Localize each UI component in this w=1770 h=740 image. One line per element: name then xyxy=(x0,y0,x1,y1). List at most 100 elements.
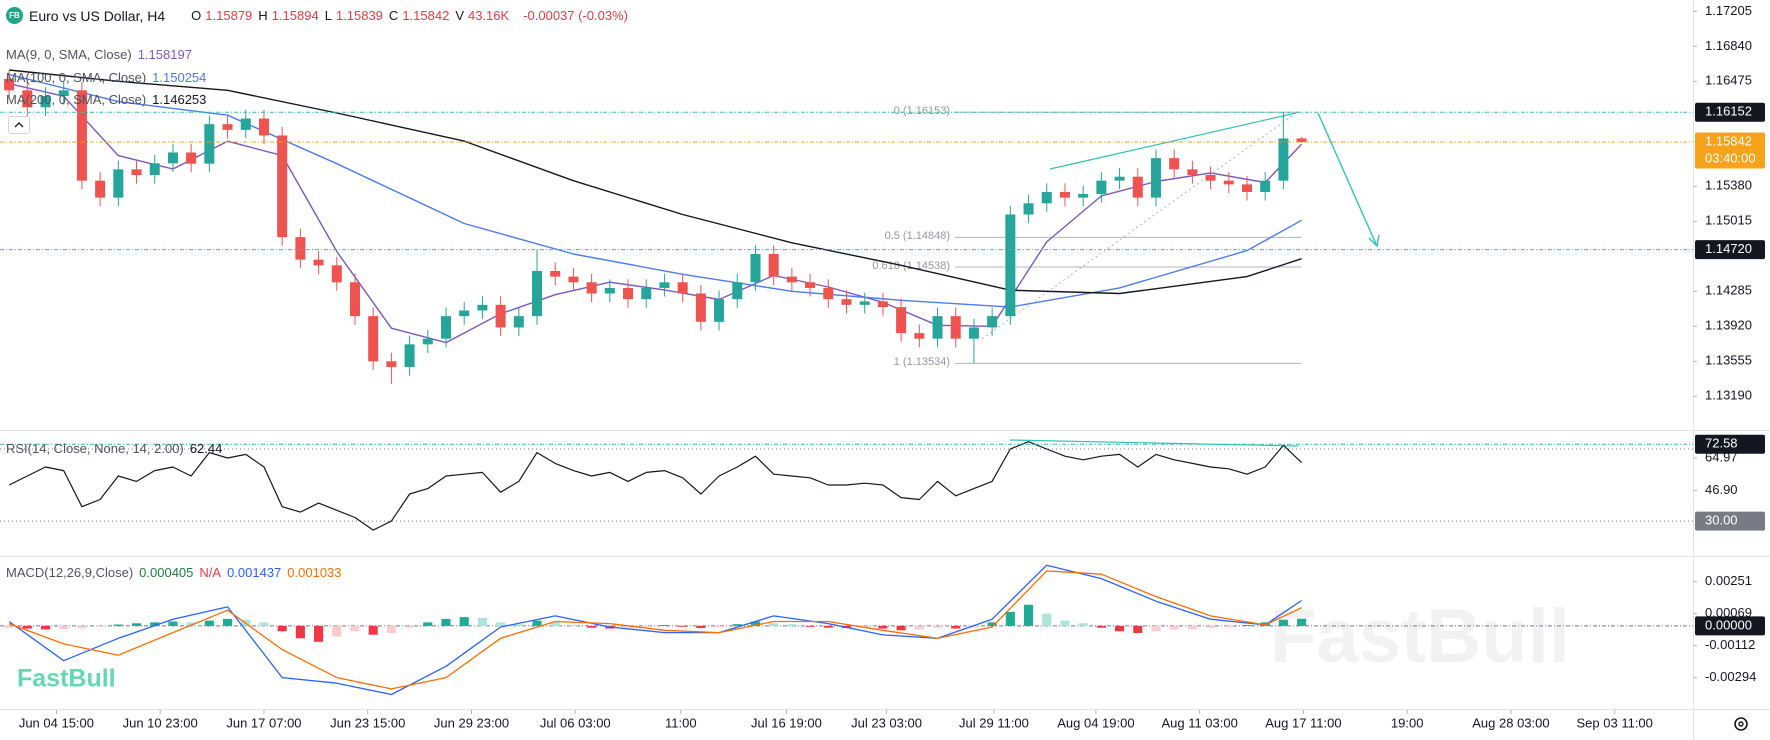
histogram-bar xyxy=(368,625,378,635)
x-tick-label: Sep 03 11:00 xyxy=(1577,715,1653,730)
candle-body xyxy=(914,333,925,339)
histogram-bar xyxy=(332,625,342,637)
candle-body xyxy=(823,287,834,300)
histogram-bar xyxy=(896,625,906,631)
logo: FastBull xyxy=(17,665,116,693)
chevron xyxy=(14,122,24,128)
candle-body xyxy=(550,270,561,277)
candle-body xyxy=(950,316,961,339)
gear-ring xyxy=(1734,717,1748,731)
axis-marker-label: 1.15842 xyxy=(1705,133,1752,148)
histogram-bar xyxy=(1297,618,1307,626)
rsi-line xyxy=(8,441,1303,531)
candle-body xyxy=(968,327,979,339)
histogram-bar xyxy=(350,625,360,632)
rsi-legend: RSI(14, Close, None, 14, 2.00) 62.44 xyxy=(6,441,222,456)
trend-line xyxy=(1049,112,1297,170)
candle-body xyxy=(1169,158,1180,170)
histogram-bar xyxy=(4,625,14,628)
y-tick-label: 1.15015 xyxy=(1705,213,1752,228)
histogram-bar xyxy=(532,620,542,626)
moving-average-line xyxy=(9,69,1302,295)
stat-value: 43.16K xyxy=(467,8,510,23)
ohlc-stats: O 1.15879 H 1.15894 L 1.15839 C 1.15842 V 43.16K xyxy=(185,8,509,23)
histogram-bar xyxy=(386,625,396,633)
histogram-bar xyxy=(969,625,979,628)
candle-body xyxy=(1059,191,1070,198)
candle-body xyxy=(313,259,324,266)
candle-body xyxy=(568,276,579,283)
candle-body xyxy=(459,310,470,317)
candle-body xyxy=(750,254,761,283)
y-tick-label: 1.15380 xyxy=(1705,178,1752,193)
candle-body xyxy=(1041,191,1052,204)
histogram-bar xyxy=(659,625,670,626)
histogram-bar xyxy=(295,625,305,639)
arrow-line xyxy=(1317,112,1377,245)
candle-body xyxy=(240,118,251,130)
y-tick-label: 1.13920 xyxy=(1705,318,1752,333)
candle-body xyxy=(732,282,743,300)
ma-legend-row: MA(9, 0, SMA, Close) 1.158197 xyxy=(6,44,206,67)
histogram-bar xyxy=(168,621,178,626)
y-tick-label: 0.00251 xyxy=(1705,573,1752,588)
candle-body xyxy=(932,316,943,339)
y-tick-label: 1.14285 xyxy=(1705,283,1752,298)
fib-label: 0 (1.16153) xyxy=(894,105,950,117)
histogram-bar xyxy=(1278,619,1288,626)
candle-body xyxy=(1187,169,1198,175)
ma-name: MA(200, 0, SMA, Close) xyxy=(6,92,147,108)
candle-body xyxy=(204,124,215,164)
histogram-bar xyxy=(678,625,688,627)
histogram-bar xyxy=(714,625,724,628)
candle-body xyxy=(1223,180,1234,185)
x-tick-label: Jun 23 15:00 xyxy=(330,715,405,730)
histogram-bar xyxy=(987,622,997,626)
ma-value: 1.146253 xyxy=(152,92,207,108)
histogram-bar xyxy=(150,622,160,626)
y-tick-label: 1.13555 xyxy=(1705,353,1752,368)
histogram-bar xyxy=(77,625,87,629)
candle-body xyxy=(404,344,415,367)
x-tick-label: Jul 23 03:00 xyxy=(851,715,922,730)
price-change: -0.00037 (-0.03%) xyxy=(523,8,628,23)
y-tick-label: 1.16475 xyxy=(1705,73,1752,88)
axis-marker xyxy=(1695,102,1765,122)
histogram-bar xyxy=(277,625,287,632)
histogram-bar xyxy=(623,625,633,628)
histogram-bar xyxy=(423,622,433,626)
histogram-bar xyxy=(131,623,142,626)
histogram-bar xyxy=(40,625,51,630)
axis-marker-label: 1.16152 xyxy=(1705,104,1752,119)
histogram-bar xyxy=(860,625,870,628)
axis-marker-label: 30.00 xyxy=(1705,513,1738,528)
axis-marker-label: 72.58 xyxy=(1705,436,1738,451)
histogram-bar xyxy=(769,623,779,626)
histogram-bar xyxy=(823,625,833,628)
candle-body xyxy=(386,361,397,367)
macd-line xyxy=(8,570,1302,690)
candle-body xyxy=(186,152,197,164)
histogram-bar xyxy=(405,625,415,628)
histogram-bar xyxy=(732,624,742,626)
candle-body xyxy=(76,90,87,181)
symbol-title: Euro vs US Dollar, H4 xyxy=(29,7,166,24)
ma-value: 1.158197 xyxy=(137,47,192,62)
settings-icon[interactable] xyxy=(1734,717,1748,731)
candle-body xyxy=(149,163,160,175)
macd-value: 0.001033 xyxy=(287,565,342,580)
histogram-bar xyxy=(932,625,943,628)
axis-marker xyxy=(1695,511,1765,531)
fib-label: 0.5 (1.14848) xyxy=(885,230,950,242)
candle-body xyxy=(1150,158,1161,198)
macd-name: MACD(12,26,9,Close) xyxy=(6,565,134,580)
x-tick-label: Jul 06 03:00 xyxy=(540,715,611,730)
candle-body xyxy=(623,287,634,300)
histogram-bar xyxy=(696,625,706,629)
candle-body xyxy=(58,90,69,96)
collapse-button[interactable] xyxy=(8,116,30,134)
histogram-bar xyxy=(1060,620,1070,626)
moving-average-line xyxy=(8,83,1303,344)
gear-hub xyxy=(1738,721,1744,727)
